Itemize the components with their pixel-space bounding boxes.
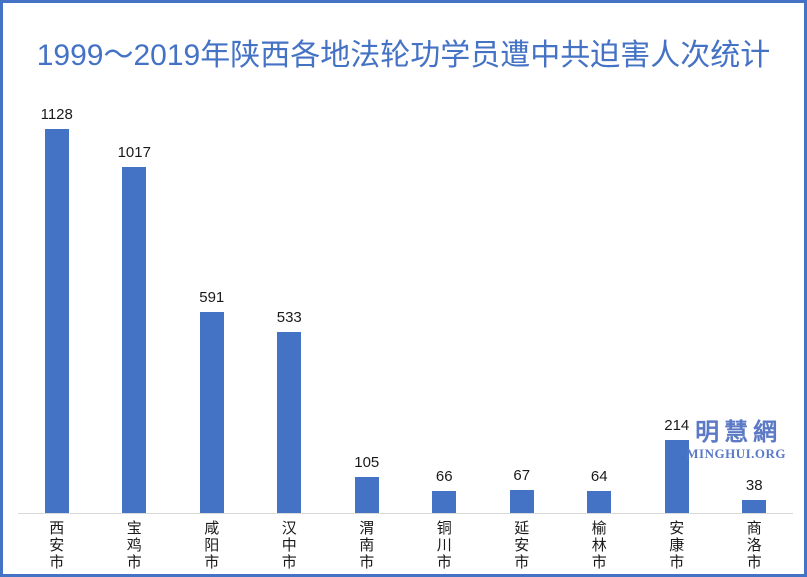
chart-title: 1999～2019年陕西各地法轮功学员遭中共迫害人次统计 <box>36 39 771 72</box>
category-label: 安康市 <box>669 520 685 571</box>
bar-value-label: 64 <box>590 468 608 485</box>
bar <box>199 312 224 513</box>
bar-group: 1017 <box>96 98 174 513</box>
bar-group: 105 <box>328 98 406 513</box>
bar-value-label: 1128 <box>40 106 73 123</box>
minghui-logo-en: MINGHUI.ORG <box>686 446 786 461</box>
minghui-logo-cn: 明慧網 <box>695 419 783 446</box>
bar <box>277 332 302 513</box>
bar <box>432 491 457 513</box>
bar-value-label: 533 <box>276 309 302 326</box>
bar-group: 66 <box>406 98 484 513</box>
bar <box>509 490 534 513</box>
bar <box>44 129 69 513</box>
bar-value-label: 67 <box>513 467 531 484</box>
bar-value-label: 1017 <box>117 144 151 161</box>
category-label: 商洛市 <box>746 520 762 571</box>
bar-group: 591 <box>173 98 251 513</box>
bar-value-label: 214 <box>664 417 690 434</box>
bar-value-label: 105 <box>354 454 380 471</box>
bar-group: 214 <box>638 98 716 513</box>
category-label: 西安市 <box>49 520 65 571</box>
bar <box>122 167 147 513</box>
bar-group: 38 <box>716 98 794 513</box>
bar-group: 64 <box>561 98 639 513</box>
bar-value-label: 66 <box>435 468 453 485</box>
bar-group: 67 <box>483 98 561 513</box>
bar-group: 1128 <box>18 98 96 513</box>
category-label: 榆林市 <box>591 520 607 571</box>
bar-group: 533 <box>251 98 329 513</box>
bar <box>742 500 767 513</box>
category-label: 咸阳市 <box>204 520 220 571</box>
category-label: 汉中市 <box>281 520 297 571</box>
bar <box>354 477 379 513</box>
category-label: 延安市 <box>514 520 530 571</box>
bar <box>587 491 612 513</box>
bar-value-label: 591 <box>199 289 225 306</box>
category-label: 宝鸡市 <box>126 520 142 571</box>
x-axis-labels: 西安市 宝鸡市 咸阳市 汉中市 渭南市 铜川市 延安市 榆林市 安康市 商洛市 <box>18 520 793 571</box>
plot-area: 1128 1017 591 533 105 66 67 64 214 38 <box>18 98 793 514</box>
category-label: 渭南市 <box>359 520 375 571</box>
category-label: 铜川市 <box>436 520 452 571</box>
bar-value-label: 38 <box>745 477 763 494</box>
bar <box>664 440 689 513</box>
minghui-watermark: 明慧網 MINGHUI.ORG <box>686 420 786 462</box>
